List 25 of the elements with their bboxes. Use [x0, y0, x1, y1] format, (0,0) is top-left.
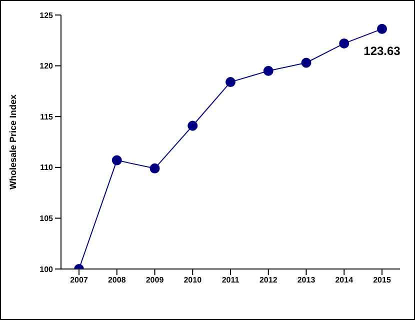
point [150, 163, 160, 174]
y-tick-label: 115 [40, 112, 54, 122]
y-tick-label: 110 [40, 163, 54, 172]
y-tick-label: 120 [40, 62, 54, 71]
x-tick-label: 2010 [184, 276, 202, 285]
y-tick-label: 105 [40, 214, 54, 224]
data-label: 123.63 [364, 44, 401, 58]
point [301, 58, 312, 68]
x-tick-label: 2008 [108, 276, 126, 285]
x-tick-label: 2012 [259, 276, 278, 285]
x-tick-label: 2015 [373, 276, 392, 285]
point [377, 24, 387, 34]
x-tick-label: 2014 [335, 276, 354, 285]
point [226, 77, 236, 88]
x-tick-label: 2011 [222, 276, 240, 285]
point [188, 120, 198, 131]
x-tick-label: 2013 [297, 276, 316, 285]
point [339, 38, 350, 48]
x-tick-label: 2007 [70, 276, 88, 285]
y-tick-label: 125 [40, 10, 54, 20]
x-tick-label: 2009 [146, 276, 164, 285]
point [112, 155, 122, 166]
point [263, 66, 274, 76]
y-tick-label: 100 [40, 264, 54, 274]
y-axis-title: Wholesale Price Index [8, 94, 18, 190]
